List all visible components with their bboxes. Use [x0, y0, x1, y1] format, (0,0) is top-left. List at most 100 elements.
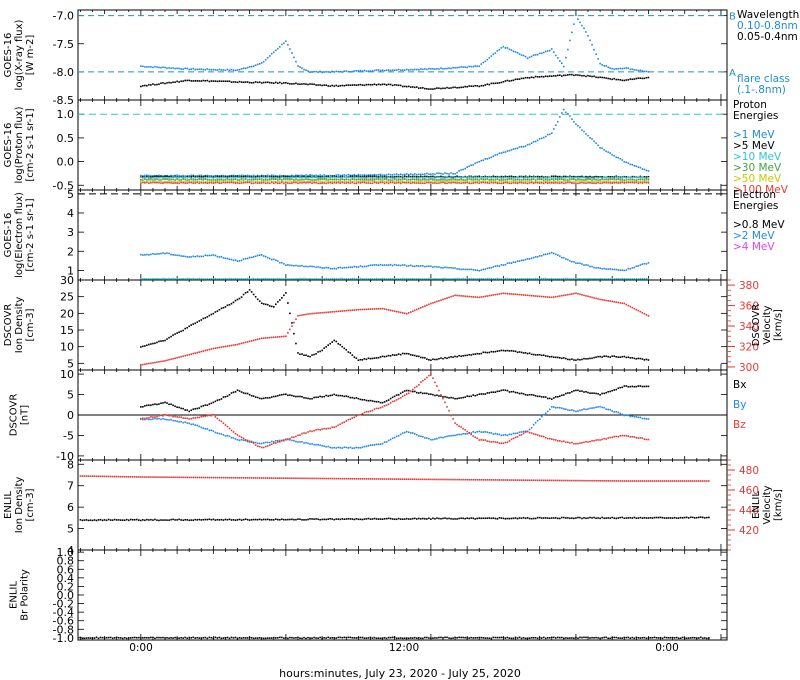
data-point: [476, 437, 479, 440]
data-point: [242, 175, 245, 178]
data-point: [272, 442, 275, 444]
data-point: [270, 174, 273, 177]
data-point: [621, 413, 624, 416]
data-point: [375, 518, 378, 520]
data-point: [500, 180, 503, 183]
data-point: [232, 181, 235, 184]
data-point: [530, 176, 533, 179]
data-point: [172, 175, 174, 177]
data-point: [508, 292, 511, 295]
data-point: [518, 517, 521, 519]
data-point: [272, 176, 275, 178]
data-point: [307, 442, 309, 445]
data-point: [325, 180, 327, 182]
y-tick-label: -10: [56, 450, 74, 463]
data-point: [627, 67, 630, 70]
data-point: [633, 266, 636, 269]
data-point: [311, 83, 313, 85]
data-point: [446, 180, 448, 183]
data-point: [605, 180, 607, 183]
data-point: [510, 149, 513, 151]
data-point: [311, 180, 313, 183]
data-point: [601, 278, 603, 280]
data-point: [460, 178, 462, 181]
y-tick-label: -5: [63, 429, 74, 442]
data-point: [377, 177, 380, 179]
data-point: [325, 445, 327, 448]
data-point: [279, 261, 281, 264]
data-point: [156, 418, 158, 420]
data-point: [460, 426, 462, 428]
data-point: [413, 68, 416, 71]
data-point: [448, 179, 450, 181]
data-point: [399, 353, 402, 356]
data-point: [289, 394, 291, 396]
data-point: [416, 278, 418, 280]
data-point: [248, 175, 251, 178]
data-point: [466, 66, 468, 69]
data-point: [238, 176, 241, 179]
data-point: [587, 264, 589, 267]
data-point: [544, 277, 547, 280]
data-point: [407, 312, 410, 314]
data-point: [579, 175, 581, 178]
data-point: [583, 74, 585, 77]
data-point: [500, 442, 503, 445]
data-point: [371, 400, 374, 402]
data-point: [295, 174, 297, 177]
data-point: [613, 177, 616, 179]
data-point: [490, 177, 493, 179]
data-point: [552, 397, 555, 399]
data-point: [180, 255, 182, 257]
data-point: [228, 181, 231, 184]
data-point: [313, 353, 315, 356]
data-point: [208, 314, 211, 317]
data-point: [248, 519, 251, 521]
data-point: [103, 475, 106, 478]
data-point: [552, 51, 555, 53]
data-point: [591, 392, 593, 394]
data-point: [117, 519, 120, 521]
data-point: [613, 180, 616, 183]
data-point: [395, 173, 398, 175]
data-point: [548, 75, 551, 77]
data-point: [299, 176, 301, 179]
data-point: [544, 50, 547, 53]
data-point: [347, 84, 350, 86]
data-point: [561, 357, 563, 360]
data-point: [532, 182, 535, 185]
data-point: [275, 178, 277, 181]
data-point: [146, 278, 148, 280]
data-point: [595, 439, 597, 441]
data-point: [621, 302, 624, 304]
data-point: [212, 401, 215, 404]
data-point: [222, 519, 225, 521]
data-point: [639, 176, 642, 179]
data-point: [639, 77, 642, 79]
data-point: [180, 420, 182, 423]
data-point: [542, 295, 545, 298]
data-point: [150, 404, 152, 407]
data-point: [272, 278, 275, 280]
data-point: [611, 277, 613, 280]
data-point: [204, 181, 207, 183]
data-point: [299, 395, 301, 398]
data-point: [375, 174, 378, 176]
data-point: [508, 517, 511, 520]
data-point: [569, 178, 571, 180]
data-point: [190, 80, 193, 82]
data-point: [403, 85, 406, 88]
data-point: [472, 182, 475, 185]
data-point: [510, 433, 513, 436]
data-point: [607, 355, 609, 358]
data-point: [460, 278, 462, 280]
data-point: [557, 440, 559, 442]
data-point: [226, 518, 229, 521]
data-point: [581, 390, 583, 392]
data-point: [373, 408, 376, 410]
data-point: [470, 295, 472, 298]
data-point: [659, 516, 662, 519]
data-point: [494, 278, 497, 280]
data-point: [597, 278, 599, 280]
data-point: [563, 108, 565, 111]
